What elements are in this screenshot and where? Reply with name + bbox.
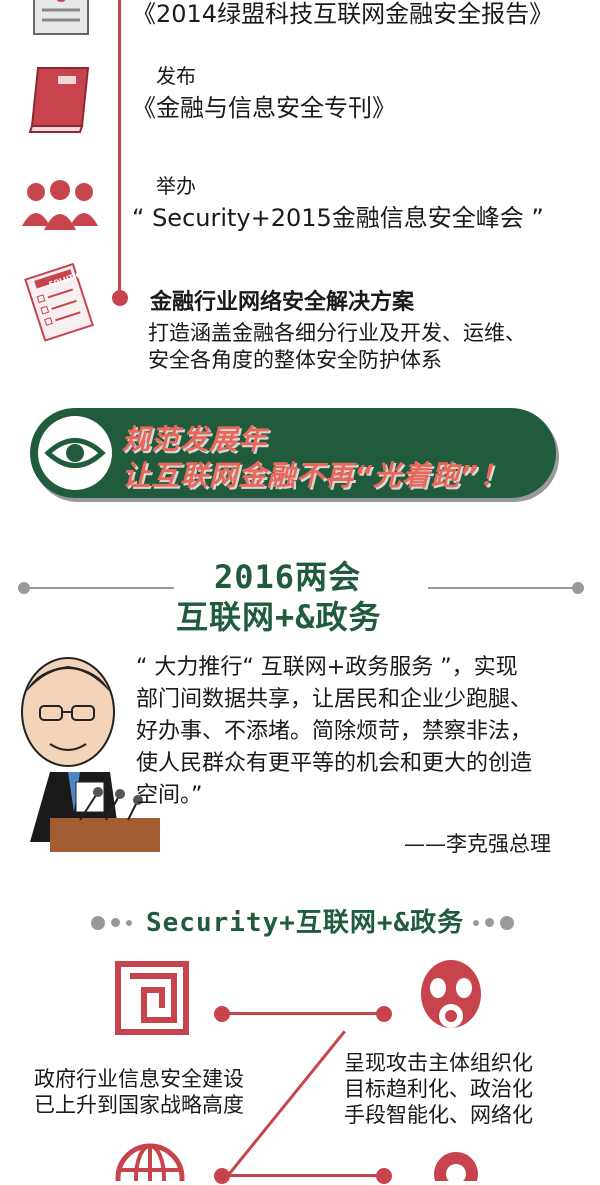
timeline-title-1: 《2014绿盟科技互联网金融安全报告》 xyxy=(132,0,554,28)
report-icon xyxy=(30,0,92,42)
premier-cartoon-icon xyxy=(10,652,170,860)
timeline-title-4: 金融行业网络安全解决方案 xyxy=(150,290,415,315)
dots-left-decoration xyxy=(88,912,135,931)
timeline-desc-4: 打造涵盖金融各细分行业及开发、运维、 安全各角度的整体安全防护体系 xyxy=(148,320,526,374)
quote-author: ——李克强总理 xyxy=(404,832,551,856)
quote-line: “ 大力推行“ 互联网+政务服务 ”，实现 xyxy=(136,655,518,680)
text-line: 呈现攻击主体组织化 xyxy=(344,1051,533,1075)
desc-line: 安全各角度的整体安全防护体系 xyxy=(148,348,442,372)
text-line: 政府行业信息安全建设 xyxy=(34,1067,244,1091)
text-line: 已上升到国家战略高度 xyxy=(34,1093,244,1117)
banner-line-2: 让互联网金融不再“光着跑”！ xyxy=(122,459,509,492)
people-icon xyxy=(20,180,100,236)
quote-line: 空间。” xyxy=(136,783,203,808)
gas-mask-icon xyxy=(416,958,486,1042)
connector-dot xyxy=(376,1168,392,1184)
divider-right xyxy=(428,587,578,589)
desc-line: 打造涵盖金融各细分行业及开发、运维、 xyxy=(148,321,526,345)
banner-line-1: 规范发展年 xyxy=(122,423,268,456)
timeline-dot xyxy=(112,290,128,306)
book-icon xyxy=(24,66,94,138)
dots-right-decoration xyxy=(470,912,517,931)
text-line: 手段智能化、网络化 xyxy=(344,1103,533,1127)
timeline-label-3: 举办 xyxy=(156,174,196,198)
divider-dot-right xyxy=(572,582,584,594)
timeline-title-2: 《金融与信息安全专刊》 xyxy=(132,94,396,122)
section-2016-title-1: 2016两会 xyxy=(214,558,362,596)
text-line: 目标趋利化、政治化 xyxy=(344,1077,533,1101)
globe-icon xyxy=(114,1140,186,1185)
maze-icon xyxy=(114,960,190,1040)
timeline-line xyxy=(118,0,121,298)
premier-quote: “ 大力推行“ 互联网+政务服务 ”，实现 部门间数据共享，让居民和企业少跑腿、… xyxy=(136,652,586,812)
search-icon xyxy=(430,1144,486,1185)
timeline-label-2: 发布 xyxy=(156,64,196,88)
banner: 规范发展年 让互联网金融不再“光着跑”！ xyxy=(30,408,556,498)
timeline-title-3: “ Security+2015金融信息安全峰会 ” xyxy=(132,204,544,232)
connector-line xyxy=(222,1012,382,1015)
connector-dot xyxy=(376,1006,392,1022)
quote-line: 部门间数据共享，让居民和企业少跑腿、 xyxy=(136,687,533,712)
quote-line: 好办事、不添堵。简除烦苛，禁察非法， xyxy=(136,719,533,744)
section-2016-title-2: 互联网+&政务 xyxy=(176,598,382,636)
security-title: Security+互联网+&政务 xyxy=(146,908,465,938)
solutions-icon: SOLUTIONS xyxy=(20,262,100,346)
connector-line xyxy=(222,1174,382,1177)
divider-left xyxy=(24,587,174,589)
security-right-text: 呈现攻击主体组织化 目标趋利化、政治化 手段智能化、网络化 xyxy=(344,1050,533,1128)
eye-icon xyxy=(38,416,112,490)
security-left-text: 政府行业信息安全建设 已上升到国家战略高度 xyxy=(34,1066,244,1118)
quote-line: 使人民群众有更平等的机会和更大的创造 xyxy=(136,751,533,776)
